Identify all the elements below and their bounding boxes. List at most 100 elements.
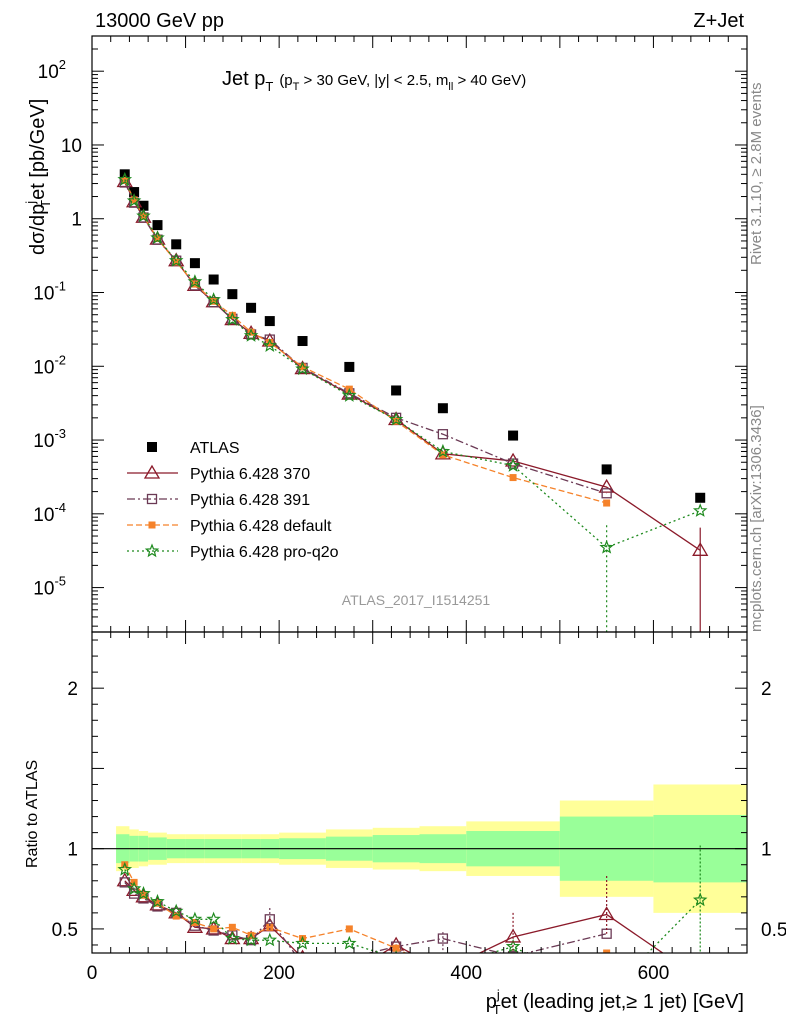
legend-label: Pythia 6.428 370 [190,466,310,483]
data-point [435,443,451,458]
data-point [344,361,355,372]
data-point [299,363,307,371]
x-tick-label: 0 [87,963,98,984]
data-point [150,230,165,245]
data-point [695,492,706,503]
ratio-point [168,903,184,918]
ratio-plot-frame [91,631,748,954]
y-tick-label: 10-1 [33,279,66,305]
ratio-point [210,925,218,933]
legend-marker [146,493,158,505]
ratio-point [139,891,147,899]
data-point [437,403,448,414]
ratio-point [225,930,240,945]
data-point [391,385,402,396]
data-point [130,196,138,204]
ratio-point [295,935,310,950]
data-point [171,239,182,250]
ratio-y-tick-label: 2 [67,679,78,700]
data-point [138,200,149,211]
x-tick-label: 600 [638,963,670,984]
data-point [505,457,521,472]
data-point [154,234,161,242]
data-point [136,208,151,223]
ratio-point [507,951,519,953]
ratio-point [342,935,357,950]
y-axis-label: dσ/dpjTet [pb/GeV] [23,99,53,255]
legend-label: Pythia 6.428 391 [190,492,310,509]
data-point [601,464,612,475]
ratio-point [187,911,203,926]
data-point [117,171,133,186]
main-axes: 10-5 10-4 10-3 10-2 10-1 1 10 102 [33,35,748,632]
legend: ATLAS Pythia 6.428 370 Pythia 6.428 391 Pyt… [127,440,339,561]
data-point [187,274,203,288]
data-point [264,316,275,327]
data-point [598,478,615,493]
ratio-y-tick-label-right: 1 [761,840,772,861]
legend-entry: Pythia 6.428 pro-q2o [127,543,339,561]
analysis-watermark: ATLAS_2017_I1514251 [342,592,491,608]
data-point [206,292,221,306]
chart-title: Jet pT (pT > 30 GeV, |y| < 2.5, mll > 40 … [222,68,526,94]
ratio-y-axis-label: Ratio to ATLAS [24,760,41,868]
ratio-series-3 [117,861,708,953]
data-point [266,339,274,347]
data-point [208,297,219,308]
y-tick-label: 1 [71,210,82,231]
data-point [437,429,449,440]
legend-marker [144,543,160,558]
y-tick-label: 10-4 [33,500,66,526]
ratio-line [124,864,607,953]
ratio-series-group [116,845,708,953]
ratio-point [243,932,259,947]
legend-marker [143,464,161,479]
data-point [247,328,255,336]
data-point [262,338,278,352]
data-point [243,328,259,342]
ratio-y-tick-label-right: 0.5 [761,920,786,941]
ratio-point [172,912,180,920]
data-point [129,187,140,198]
ratio-point [392,944,400,952]
main-plot-frame [91,35,748,633]
rivet-label: Rivet 3.1.10, ≥ 2.8M events [748,83,765,266]
ratio-point [228,923,236,931]
data-point [246,302,257,313]
legend-marker [148,521,156,529]
legend-label: ATLAS [190,440,240,457]
data-point [152,220,163,231]
legend-label: Pythia 6.428 pro-q2o [190,544,339,561]
mcplots-label: mcplots.cern.ch [arXiv:1306.3436] [748,405,765,632]
data-point [227,289,238,300]
ratio-y-tick-label: 0.5 [52,920,78,941]
legend-marker [147,442,157,452]
data-point [439,451,447,459]
data-point [392,417,400,425]
data-point [504,452,522,467]
data-point [208,274,219,285]
ratio-point [116,872,133,887]
ratio-point [150,893,165,908]
data-point [172,258,180,266]
data-point [126,193,142,208]
ratio-point [345,925,353,933]
ratio-error-bars [269,845,701,953]
ratio-point [119,877,130,888]
data-point [297,336,308,347]
ratio-point [227,930,238,941]
data-point [228,311,236,319]
series-0 [119,169,706,503]
ratio-point [154,899,161,907]
data-point [509,474,517,482]
data-point [295,361,310,376]
x-tick-label: 400 [450,963,482,984]
ratio-y-tick-label-right: 2 [761,679,772,700]
process-label: Z+Jet [693,10,744,32]
ratio-series-2 [121,861,611,953]
ratio-point [136,885,151,900]
legend-entry: Pythia 6.428 default [127,518,332,535]
ratio-point [266,923,274,931]
ratio-point [603,949,611,953]
